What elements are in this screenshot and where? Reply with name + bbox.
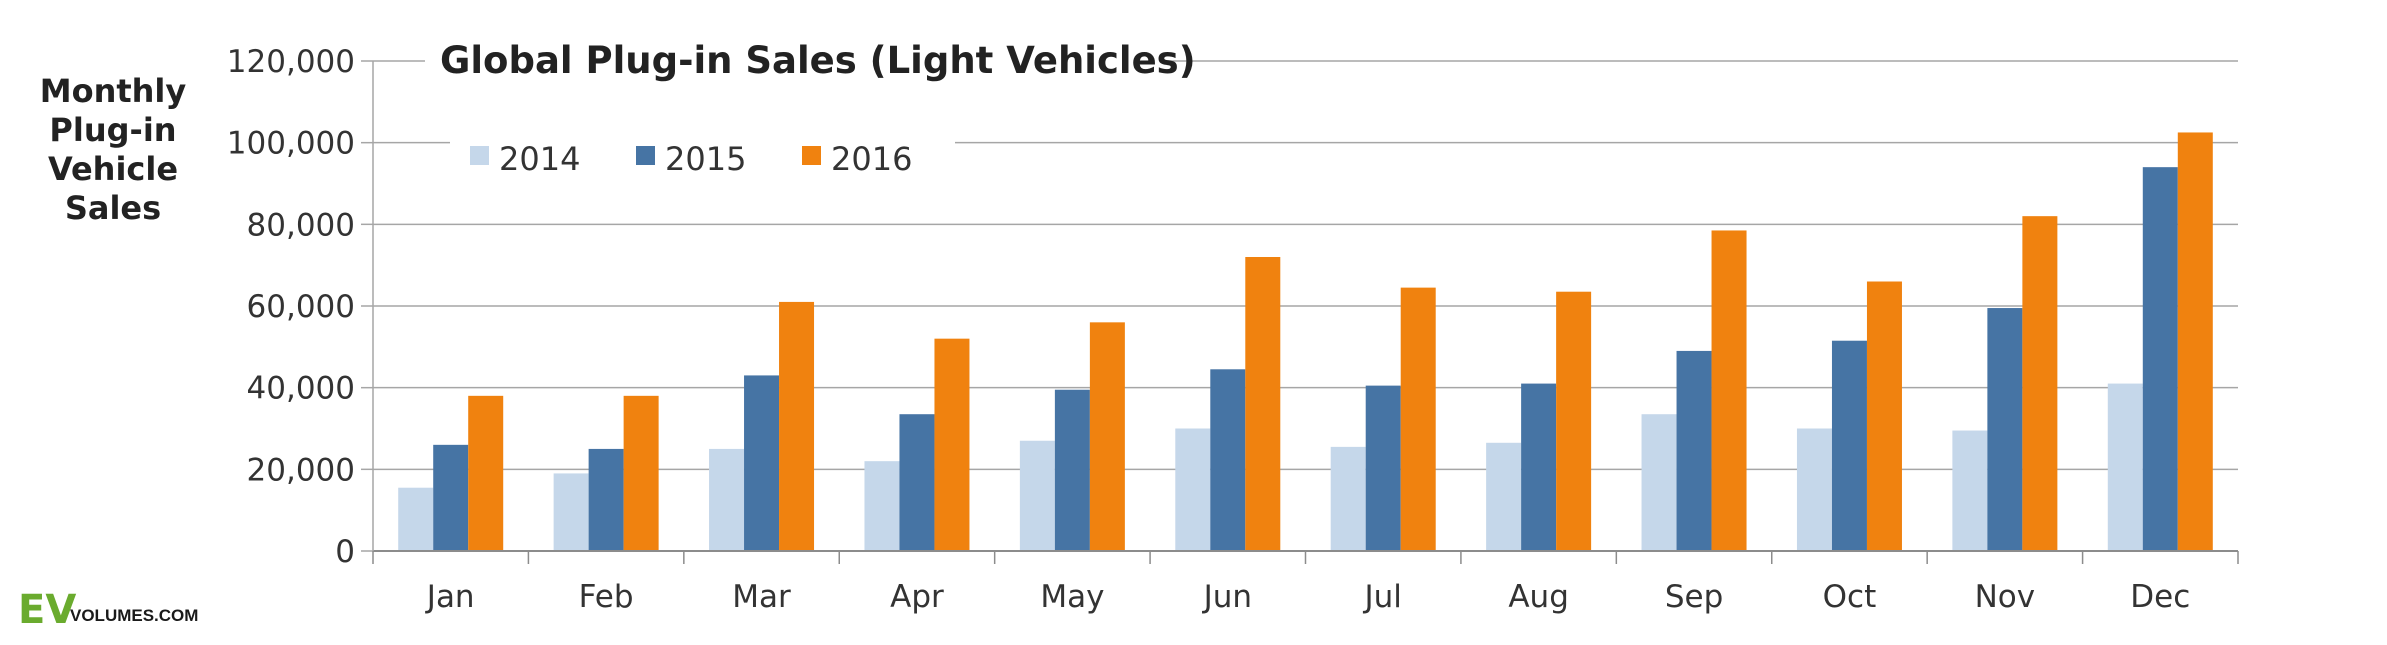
- legend-label-2016: 2016: [831, 140, 912, 178]
- bar-2014-oct: [1796, 428, 1832, 551]
- x-tick-label: May: [1040, 579, 1104, 615]
- y-tick-label: 40,000: [247, 371, 355, 407]
- legend-swatch-2015: [636, 146, 655, 165]
- bar-2015-jan: [433, 444, 469, 551]
- bar-2015-aug: [1521, 383, 1557, 551]
- bar-2015-jul: [1365, 385, 1401, 551]
- bar-2016-jul: [1400, 287, 1436, 551]
- y-axis-label-line: Sales: [65, 189, 161, 227]
- x-tick-label: Nov: [1975, 579, 2036, 615]
- bar-2015-jun: [1210, 369, 1246, 551]
- bar-2014-dec: [2107, 383, 2143, 551]
- legend: 2014 2015 2016: [470, 140, 912, 178]
- bar-2016-jun: [1245, 257, 1281, 551]
- y-axis-ticks: 0 20,000 40,000 60,000 80,000 100,000 120,000: [227, 44, 373, 570]
- bar-2016-may: [1089, 322, 1125, 551]
- x-tick-label: Oct: [1823, 579, 1877, 615]
- title-background: [425, 34, 1160, 84]
- bar-2015-nov: [1987, 308, 2023, 551]
- y-tick-label: 100,000: [227, 126, 355, 162]
- bar-2014-aug: [1486, 442, 1522, 551]
- bar-2015-mar: [744, 375, 780, 551]
- y-tick-label: 80,000: [247, 207, 355, 243]
- bar-2016-apr: [934, 338, 970, 551]
- x-tick-label: Dec: [2130, 579, 2190, 615]
- bar-2014-may: [1019, 440, 1055, 551]
- x-tick-label: Mar: [732, 579, 791, 615]
- bar-2015-oct: [1831, 340, 1867, 551]
- bar-2014-sep: [1641, 414, 1677, 551]
- bar-2016-aug: [1556, 291, 1592, 551]
- bar-2015-dec: [2142, 167, 2178, 551]
- x-tick-label: Jan: [425, 579, 475, 615]
- x-tick-label: Apr: [890, 579, 944, 615]
- bar-2014-mar: [709, 448, 745, 551]
- y-axis-label-line: Plug-in: [49, 111, 176, 149]
- x-axis-ticks: Jan Feb Mar Apr May Jun Jul Aug Sep Oct Nov Dec: [372, 551, 2239, 615]
- bar-2016-dec: [2177, 132, 2213, 552]
- bar-2014-apr: [864, 461, 900, 551]
- x-tick-label: Aug: [1508, 579, 1569, 615]
- chart-title: Global Plug-in Sales (Light Vehicles): [440, 39, 1196, 82]
- bar-2016-sep: [1711, 230, 1747, 552]
- x-tick-label: Feb: [579, 579, 634, 615]
- bar-2014-feb: [553, 473, 589, 551]
- bar-2015-feb: [588, 448, 624, 551]
- bar-2015-apr: [899, 414, 935, 551]
- legend-swatch-2016: [802, 146, 821, 165]
- x-tick-label: Sep: [1665, 579, 1723, 615]
- bar-2015-sep: [1676, 350, 1712, 551]
- bar-2014-jun: [1175, 428, 1211, 551]
- legend-swatch-2014: [470, 146, 489, 165]
- logo-ev: EV: [18, 587, 76, 633]
- bar-2015-may: [1054, 389, 1090, 551]
- legend-label-2015: 2015: [665, 140, 746, 178]
- y-tick-label: 0: [335, 534, 355, 570]
- y-axis-label-line: Monthly: [40, 72, 187, 110]
- bar-2016-feb: [623, 395, 659, 551]
- bar-2014-jul: [1330, 446, 1366, 551]
- bar-2014-nov: [1952, 430, 1988, 551]
- bars: [398, 132, 2213, 552]
- y-tick-label: 60,000: [247, 289, 355, 325]
- logo-volumes: VOLUMES.COM: [70, 606, 198, 625]
- legend-background: [450, 128, 955, 188]
- bar-2016-mar: [779, 301, 815, 551]
- y-axis-label-line: Vehicle: [48, 150, 178, 188]
- bar-2016-nov: [2022, 216, 2058, 551]
- legend-label-2014: 2014: [499, 140, 580, 178]
- y-tick-label: 120,000: [227, 44, 355, 80]
- x-tick-label: Jul: [1363, 579, 1402, 615]
- y-tick-label: 20,000: [247, 452, 355, 488]
- evvolumes-logo: EV VOLUMES.COM: [18, 587, 198, 633]
- x-tick-label: Jun: [1202, 579, 1252, 615]
- bar-2016-oct: [1866, 281, 1902, 551]
- bar-2016-jan: [468, 395, 504, 551]
- bar-2014-jan: [398, 487, 434, 551]
